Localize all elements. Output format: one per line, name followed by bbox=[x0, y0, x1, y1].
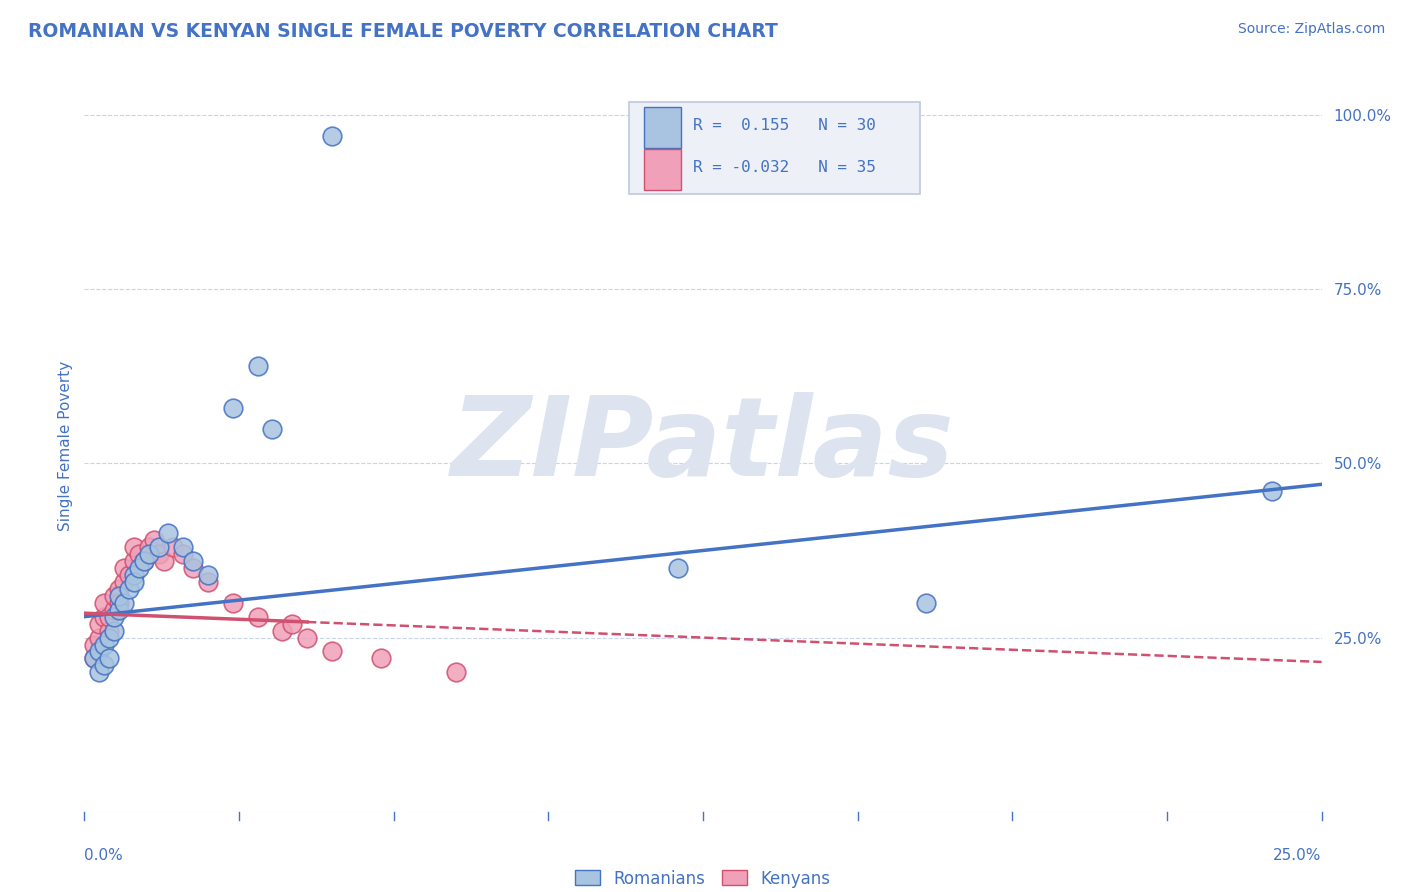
FancyBboxPatch shape bbox=[644, 107, 681, 147]
Point bbox=[246, 609, 269, 624]
Point bbox=[103, 589, 125, 603]
Point bbox=[83, 651, 105, 665]
Point bbox=[370, 651, 392, 665]
Text: 0.0%: 0.0% bbox=[84, 848, 124, 863]
Point bbox=[181, 561, 204, 575]
Point bbox=[122, 567, 145, 582]
Point bbox=[222, 401, 245, 415]
Point bbox=[108, 596, 131, 610]
Point bbox=[118, 582, 141, 596]
Point bbox=[98, 651, 121, 665]
Text: ZIPatlas: ZIPatlas bbox=[451, 392, 955, 500]
Point bbox=[138, 547, 160, 561]
Point bbox=[162, 540, 184, 554]
Point bbox=[246, 359, 269, 373]
Point bbox=[112, 596, 135, 610]
Point bbox=[148, 547, 170, 561]
Point bbox=[122, 574, 145, 589]
Legend: Romanians, Kenyans: Romanians, Kenyans bbox=[575, 870, 831, 888]
Point bbox=[914, 596, 936, 610]
Point bbox=[108, 603, 131, 617]
Point bbox=[122, 540, 145, 554]
Point bbox=[152, 554, 174, 568]
Point bbox=[148, 540, 170, 554]
Text: Source: ZipAtlas.com: Source: ZipAtlas.com bbox=[1237, 22, 1385, 37]
Point bbox=[103, 624, 125, 638]
Text: ROMANIAN VS KENYAN SINGLE FEMALE POVERTY CORRELATION CHART: ROMANIAN VS KENYAN SINGLE FEMALE POVERTY… bbox=[28, 22, 778, 41]
Point bbox=[93, 638, 115, 652]
Point bbox=[89, 616, 111, 631]
Text: 25.0%: 25.0% bbox=[1274, 848, 1322, 863]
Text: R =  0.155   N = 30: R = 0.155 N = 30 bbox=[693, 118, 876, 133]
Point bbox=[112, 574, 135, 589]
Point bbox=[142, 533, 165, 547]
Point bbox=[98, 631, 121, 645]
Point bbox=[172, 540, 194, 554]
Point bbox=[108, 582, 131, 596]
Point bbox=[93, 658, 115, 673]
Point bbox=[281, 616, 304, 631]
Point bbox=[118, 567, 141, 582]
Point bbox=[93, 609, 115, 624]
Point bbox=[321, 128, 343, 143]
Point bbox=[103, 603, 125, 617]
Point bbox=[1261, 484, 1284, 499]
Point bbox=[128, 561, 150, 575]
Point bbox=[157, 526, 180, 541]
Point bbox=[128, 547, 150, 561]
Point bbox=[197, 574, 219, 589]
Point bbox=[103, 609, 125, 624]
Point bbox=[89, 644, 111, 658]
Point bbox=[444, 665, 467, 680]
Point bbox=[138, 540, 160, 554]
Point bbox=[132, 554, 155, 568]
Point bbox=[222, 596, 245, 610]
FancyBboxPatch shape bbox=[628, 103, 920, 194]
Y-axis label: Single Female Poverty: Single Female Poverty bbox=[58, 361, 73, 531]
Text: R = -0.032   N = 35: R = -0.032 N = 35 bbox=[693, 161, 876, 175]
Point bbox=[666, 561, 689, 575]
Point bbox=[83, 638, 105, 652]
Point bbox=[271, 624, 294, 638]
Point bbox=[262, 421, 284, 435]
Point bbox=[93, 596, 115, 610]
Point bbox=[98, 624, 121, 638]
Point bbox=[295, 631, 318, 645]
Point bbox=[122, 554, 145, 568]
Point bbox=[83, 651, 105, 665]
Point bbox=[172, 547, 194, 561]
Point bbox=[321, 644, 343, 658]
Point bbox=[98, 609, 121, 624]
Point bbox=[197, 567, 219, 582]
Point bbox=[89, 665, 111, 680]
FancyBboxPatch shape bbox=[644, 149, 681, 190]
Point bbox=[108, 589, 131, 603]
Point bbox=[181, 554, 204, 568]
Point bbox=[132, 554, 155, 568]
Point bbox=[112, 561, 135, 575]
Point bbox=[89, 631, 111, 645]
